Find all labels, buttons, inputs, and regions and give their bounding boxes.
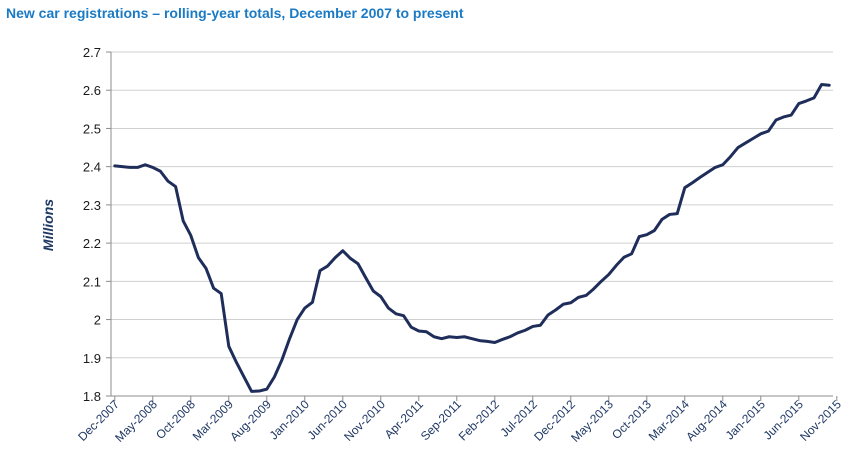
y-tick-label: 1.9 bbox=[83, 351, 101, 366]
x-tick-label: Aug-2009 bbox=[227, 397, 274, 444]
y-axis-label: Millions bbox=[40, 199, 56, 251]
y-tick-label: 2.5 bbox=[83, 121, 101, 136]
y-tick-label: 2.2 bbox=[83, 236, 101, 251]
x-tick-label: Jan-2015 bbox=[723, 397, 769, 443]
y-tick-label: 1.8 bbox=[83, 389, 101, 404]
x-tick-label: Jan-2010 bbox=[267, 397, 313, 443]
chart-title: New car registrations – rolling-year tot… bbox=[6, 5, 464, 21]
x-tick-label: Aug-2014 bbox=[683, 397, 730, 444]
y-tick-label: 2.3 bbox=[83, 198, 101, 213]
x-tick-label: May-2013 bbox=[568, 397, 616, 445]
x-tick-label: Nov-2010 bbox=[341, 397, 388, 444]
y-tick-label: 2.4 bbox=[83, 160, 101, 175]
grid-lines bbox=[111, 51, 833, 359]
y-tick-label: 2.7 bbox=[83, 45, 101, 60]
y-tick-label: 2 bbox=[94, 313, 101, 328]
x-tick-label: Feb-2012 bbox=[456, 397, 502, 443]
y-axis-ticks: 1.8 1.9 2 2.1 2.2 2.3 2.4 2.5 2.6 2.7 bbox=[83, 45, 111, 404]
x-axis-ticks: Dec-2007May-2008Oct-2008Mar-2009Aug-2009… bbox=[75, 396, 844, 445]
y-tick-label: 2.1 bbox=[83, 274, 101, 289]
x-tick-label: Nov-2015 bbox=[797, 397, 844, 444]
series-line bbox=[113, 82, 831, 393]
y-tick-label: 2.6 bbox=[83, 83, 101, 98]
x-tick-label: May-2008 bbox=[112, 397, 160, 445]
